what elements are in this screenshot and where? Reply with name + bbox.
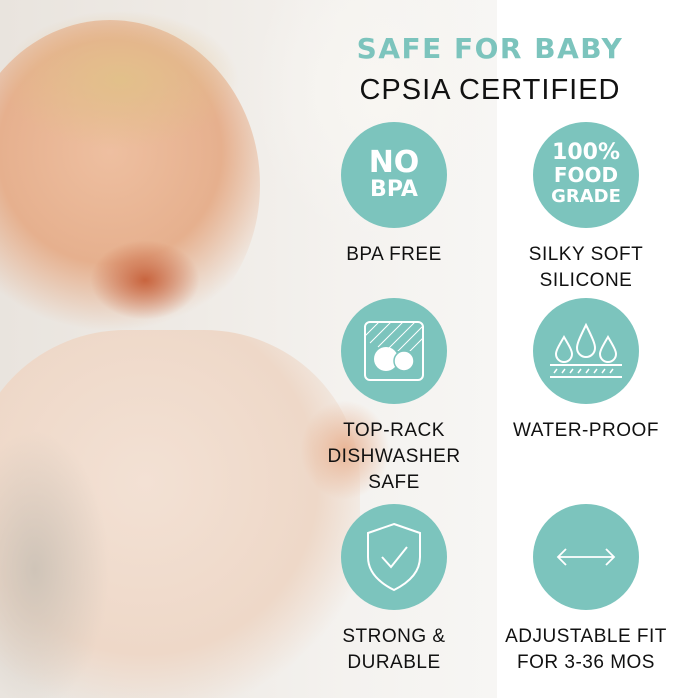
shield-check-icon xyxy=(341,504,447,610)
badge-text: NO xyxy=(368,145,420,180)
feature-label: TOP-RACK DISHWASHER SAFE xyxy=(327,420,461,493)
badge-text: FOOD xyxy=(553,163,619,187)
feature-adjustable-fit: ADJUSTABLE FIT FOR 3-36 MOS xyxy=(491,504,679,676)
feature-water-proof: WATER-PROOF xyxy=(491,298,679,444)
feature-silky-soft-silicone: 100% FOOD GRADE SILKY SOFT SILICONE xyxy=(491,122,679,294)
badge-text: BPA xyxy=(370,177,418,202)
no-bpa-badge-icon: NO BPA xyxy=(341,122,447,228)
feature-strong-durable: STRONG & DURABLE xyxy=(299,504,489,676)
feature-label: STRONG & DURABLE xyxy=(342,626,446,673)
heading-safe-for-baby: SAFE FOR BABY xyxy=(356,32,624,65)
subheading-cpsia-certified: CPSIA CERTIFIED xyxy=(359,74,621,106)
feature-label: BPA FREE xyxy=(346,244,442,265)
feature-dishwasher-safe: TOP-RACK DISHWASHER SAFE xyxy=(299,298,489,496)
food-grade-badge-icon: 100% FOOD GRADE xyxy=(533,122,639,228)
feature-bpa-free: NO BPA BPA FREE xyxy=(299,122,489,268)
feature-label: WATER-PROOF xyxy=(513,420,659,441)
water-drops-icon xyxy=(533,298,639,404)
feature-label: ADJUSTABLE FIT FOR 3-36 MOS xyxy=(505,626,667,673)
dishwasher-icon xyxy=(341,298,447,404)
double-arrow-icon xyxy=(533,504,639,610)
feature-label: SILKY SOFT SILICONE xyxy=(528,244,644,291)
badge-text: GRADE xyxy=(551,186,621,207)
badge-text: 100% xyxy=(552,140,620,165)
